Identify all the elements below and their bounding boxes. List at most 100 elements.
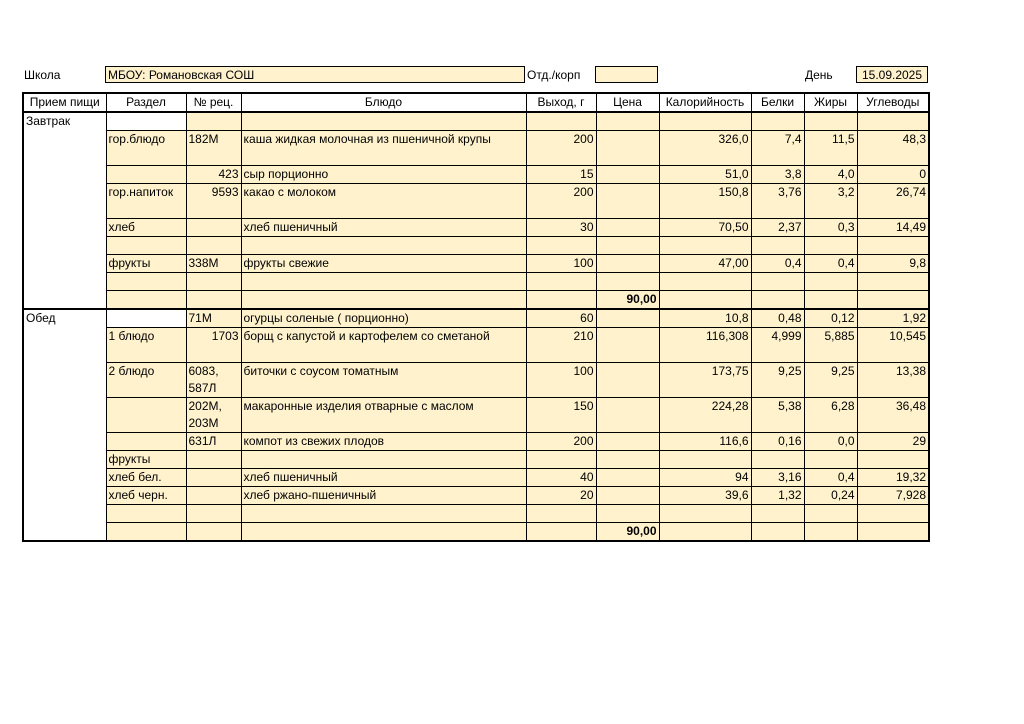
cell: 9,25 — [750, 362, 805, 398]
cell: 6,28 — [803, 397, 858, 433]
school-label: Школа — [24, 68, 61, 82]
cell — [240, 504, 527, 523]
cell — [185, 290, 242, 310]
cell: 210 — [525, 327, 597, 363]
cell: 116,308 — [658, 327, 752, 363]
cell — [658, 290, 752, 310]
cell: 100 — [525, 254, 597, 273]
cell — [185, 468, 242, 487]
menu-row: хлеб черн. хлеб ржано-пшеничный 20 39,6 1,32… — [23, 486, 930, 505]
cell: 1,32 — [750, 486, 805, 505]
menu-row: хлеб бел. хлеб пшеничный 40 94 3,16 0,4 19,32 — [23, 468, 930, 487]
cell: 39,6 — [658, 486, 752, 505]
cell: 7,928 — [856, 486, 930, 505]
header-row: Прием пищи Раздел № рец. Блюдо Выход, г Цена К… — [22, 92, 930, 113]
cell: 36,48 — [856, 397, 930, 433]
cell: хлеб пшеничный — [240, 218, 527, 237]
column-header: Прием пищи — [22, 92, 107, 113]
cell — [658, 111, 752, 131]
cell — [525, 290, 597, 310]
cell — [803, 236, 858, 255]
cell: 1703 — [185, 327, 242, 363]
column-header: Раздел — [105, 92, 187, 113]
menu-row — [23, 504, 930, 523]
day-label: День — [805, 68, 833, 82]
cell: 116,6 — [658, 432, 752, 451]
cell — [750, 522, 805, 542]
menu-row: фрукты — [23, 450, 930, 469]
cell — [185, 504, 242, 523]
cell — [595, 486, 660, 505]
cell: 2 блюдо — [105, 362, 187, 398]
cell — [240, 290, 527, 310]
cell: 423 — [185, 165, 242, 184]
cell: 100 — [525, 362, 597, 398]
menu-row: хлеб хлеб пшеничный 30 70,50 2,37 0,3 14,49 — [23, 218, 930, 237]
cell — [856, 290, 930, 310]
cell — [105, 165, 187, 184]
cell: 47,00 — [658, 254, 752, 273]
cell — [595, 254, 660, 273]
cell: 3,76 — [750, 183, 805, 219]
menu-row: 2 блюдо 6083, 587Л биточки с соусом томатн… — [23, 362, 930, 398]
cell: 182М — [185, 130, 242, 166]
cell — [185, 450, 242, 469]
menu-row: 90,00 — [23, 290, 930, 310]
column-header: Цена — [595, 92, 660, 113]
column-header: Жиры — [803, 92, 858, 113]
column-header: Калорийность — [658, 92, 752, 113]
menu-row: фрукты 338М фрукты свежие 100 47,00 0,4 0,4 9,8 — [23, 254, 930, 273]
cell: хлеб ржано-пшеничный — [240, 486, 527, 505]
cell — [105, 272, 187, 291]
menu-row: 202М, 203М макаронные изделия отварные с … — [23, 397, 930, 433]
cell: 15 — [525, 165, 597, 184]
cell: 2,37 — [750, 218, 805, 237]
cell: 631Л — [185, 432, 242, 451]
cell — [658, 236, 752, 255]
cell — [105, 308, 187, 328]
cell: 10,8 — [658, 308, 752, 328]
cell — [856, 522, 930, 542]
cell: гор.блюдо — [105, 130, 187, 166]
cell: борщ с капустой и картофелем со сметаной — [240, 327, 527, 363]
cell: 0,16 — [750, 432, 805, 451]
column-header: Углеводы — [856, 92, 930, 113]
cell — [595, 111, 660, 131]
cell: 0,24 — [803, 486, 858, 505]
cell: 4,999 — [750, 327, 805, 363]
cell — [595, 236, 660, 255]
menu-row: 423 сыр порционно 15 51,0 3,8 4,0 0 — [23, 165, 930, 184]
cell — [525, 272, 597, 291]
cell: 11,5 — [803, 130, 858, 166]
school-field: МБОУ: Романовская СОШ — [105, 66, 525, 83]
cell — [803, 290, 858, 310]
cell — [750, 272, 805, 291]
cell: 90,00 — [595, 290, 660, 310]
cell: хлеб черн. — [105, 486, 187, 505]
date-field: 15.09.2025 — [856, 66, 928, 83]
cell: 150 — [525, 397, 597, 433]
cell — [240, 450, 527, 469]
cell — [856, 272, 930, 291]
cell — [525, 111, 597, 131]
cell — [105, 504, 187, 523]
cell — [185, 272, 242, 291]
cell — [595, 432, 660, 451]
cell: 6083, 587Л — [185, 362, 242, 398]
cell — [105, 290, 187, 310]
cell — [595, 308, 660, 328]
cell — [595, 130, 660, 166]
cell — [750, 450, 805, 469]
cell: 0,4 — [803, 254, 858, 273]
menu-table: Прием пищи Раздел № рец. Блюдо Выход, г Цена К… — [22, 92, 930, 542]
cell: 48,3 — [856, 130, 930, 166]
cell — [525, 522, 597, 542]
cell: фрукты — [105, 254, 187, 273]
cell: 90,00 — [595, 522, 660, 542]
cell: 71М — [185, 308, 242, 328]
cell: 0,0 — [803, 432, 858, 451]
meal-name: Обед — [22, 308, 107, 542]
cell: 3,2 — [803, 183, 858, 219]
column-header: Блюдо — [240, 92, 527, 113]
